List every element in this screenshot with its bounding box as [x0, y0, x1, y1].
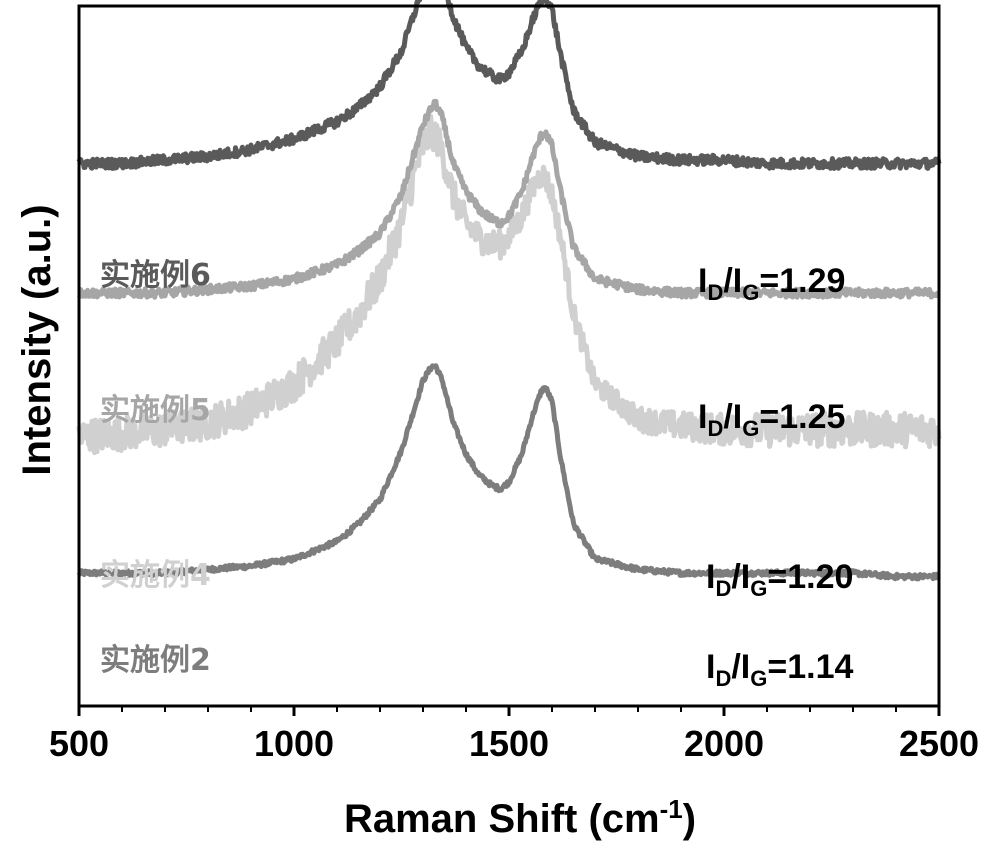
x-axis-title-superscript: -1	[660, 794, 683, 824]
series-labels: 实施例6 实施例5 实施例4 实施例2	[100, 258, 211, 678]
id-ig-ratio-label: ID/IG=1.20	[706, 558, 853, 601]
ratio-labels: ID/IG=1.29 ID/IG=1.25 ID/IG=1.20 ID/IG=1.14	[698, 262, 853, 691]
x-tick-label: 1500	[469, 723, 549, 764]
plot-frame	[79, 6, 939, 706]
x-tick-label: 2000	[684, 723, 764, 764]
x-tick-label: 1000	[254, 723, 334, 764]
id-ig-ratio-label: ID/IG=1.14	[706, 648, 853, 691]
y-axis-title: Intensity (a.u.)	[15, 204, 59, 475]
x-tick-label: 2500	[899, 723, 979, 764]
series-name-label: 实施例2	[100, 643, 211, 678]
series-name-label: 实施例5	[100, 393, 211, 428]
series-name-label: 实施例6	[100, 258, 211, 293]
x-axis-title: Raman Shift (cm-1)	[344, 794, 696, 841]
series-name-label: 实施例4	[100, 558, 211, 593]
series-line	[79, 0, 939, 168]
x-tick-label: 500	[49, 723, 109, 764]
id-ig-ratio-label: ID/IG=1.29	[698, 262, 845, 305]
x-axis-ticks: 500 1000 1500 2000 2500	[49, 706, 979, 764]
id-ig-ratio-label: ID/IG=1.25	[698, 398, 845, 441]
